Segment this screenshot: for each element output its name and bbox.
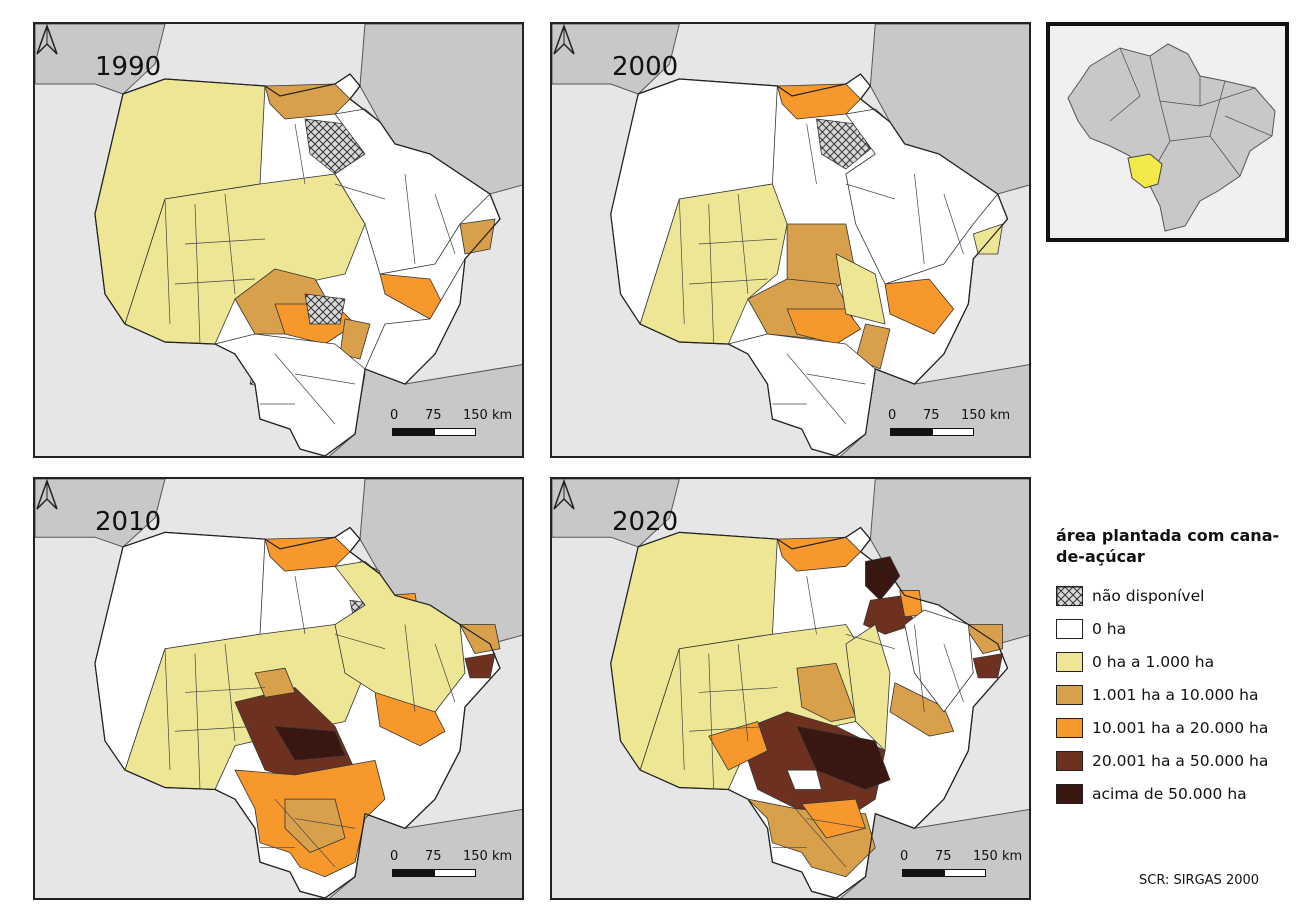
municipality [459,624,501,655]
municipality [855,323,891,370]
scale-bar: 0 75 150 km [900,849,1029,889]
brazil-outline [1067,43,1276,232]
north-arrow-icon [553,479,575,510]
scale-bar: 0 75 150 km [888,408,1028,448]
scale-label-0: 0 [390,408,399,423]
legend-label: 0 ha [1092,620,1127,638]
scale-label-0: 0 [900,849,909,864]
scale-bar: 0 75 150 km [390,408,522,448]
municipality [972,223,1004,255]
scale-label-150: 150 km [463,849,513,864]
municipality [274,726,346,761]
legend-label: 20.001 ha a 50.000 ha [1092,752,1269,770]
panel-year-label: 2010 [95,507,162,537]
scale-bar-black [392,869,434,877]
scale-label-150: 150 km [961,408,1011,423]
crs-note: SCR: SIRGAS 2000 [1139,873,1260,888]
legend-item: acima de 50.000 ha [1056,783,1291,805]
state-border [610,73,1009,456]
panel-year-label: 2000 [612,52,679,82]
municipality [339,318,371,360]
legend-item: 10.001 ha a 20.000 ha [1056,717,1291,739]
scale-bar-white [434,428,476,436]
municipality [816,118,871,170]
north-arrow-icon [36,479,58,510]
legend-label: não disponível [1092,587,1205,605]
map-panel-2010: 2010 0 75 150 km [33,477,524,900]
municipality [865,556,901,601]
legend-swatch [1056,718,1083,738]
municipality [796,662,857,722]
municipality [464,653,496,679]
legend-swatch [1056,751,1083,771]
municipality-borders [164,575,456,868]
map-legend: área plantada com cana-de-açúcar não dis… [1056,525,1291,816]
scale-label-0: 0 [888,408,897,423]
municipality [254,667,296,698]
legend-swatch [1056,652,1083,672]
panel-year-label: 2020 [612,507,679,537]
state-map [35,479,522,898]
legend-swatch [1056,619,1083,639]
municipality [786,769,822,790]
scale-bar-black [890,428,932,436]
municipality [459,218,496,255]
scale-label-0: 0 [390,849,399,864]
legend-label: acima de 50.000 ha [1092,785,1247,803]
scale-label-75: 75 [935,849,952,864]
scale-label-75: 75 [923,408,940,423]
scale-label-75: 75 [425,849,442,864]
municipality [972,653,1004,679]
legend-item: 0 ha [1056,618,1291,640]
brazil-locator-map [1046,22,1289,242]
municipality [786,308,861,345]
municipality [863,595,915,635]
municipality-borders [164,123,456,425]
scale-label-150: 150 km [463,408,513,423]
north-arrow-icon [553,24,575,55]
legend-swatch [1056,685,1083,705]
legend-label: 0 ha a 1.000 ha [1092,653,1215,671]
municipality-borders [679,575,964,868]
scale-label-75: 75 [425,408,442,423]
scale-bar-black [902,869,944,877]
state-map [35,24,522,456]
state-border [94,73,501,456]
scale-bar-white [434,869,476,877]
legend-title: área plantada com cana-de-açúcar [1056,526,1280,566]
state-border [94,526,501,898]
panel-year-label: 1990 [95,52,162,82]
municipality [963,624,1004,655]
municipality [884,278,955,335]
scale-bar-white [944,869,986,877]
map-panel-2020: 2020 0 75 150 km [550,477,1031,900]
state-map [552,24,1029,456]
map-panel-1990: 1990 0 75 150 km [33,22,524,458]
legend-item: 0 ha a 1.000 ha [1056,651,1291,673]
municipality [845,624,891,752]
mato-grosso-do-sul-highlight [1127,153,1163,189]
municipality [796,726,891,790]
legend-item: não disponível [1056,585,1291,607]
municipality [708,721,768,771]
legend-label: 10.001 ha a 20.000 ha [1092,719,1269,737]
scale-bar: 0 75 150 km [390,849,522,889]
legend-item: 1.001 ha a 10.000 ha [1056,684,1291,706]
legend-swatch [1056,784,1083,804]
map-panel-2000: 2000 0 75 150 km [550,22,1031,458]
state-map [552,479,1029,898]
municipality [284,798,346,853]
crosshatch-swatch [1056,586,1083,606]
north-arrow-icon [36,24,58,55]
municipality-borders [679,123,964,425]
scale-label-150: 150 km [973,849,1023,864]
legend-item: 20.001 ha a 50.000 ha [1056,750,1291,772]
state-border [610,526,1009,898]
scale-bar-white [932,428,974,436]
municipality [889,682,955,737]
municipality [835,253,886,325]
legend-label: 1.001 ha a 10.000 ha [1092,686,1259,704]
scale-bar-black [392,428,434,436]
municipality [304,293,346,325]
